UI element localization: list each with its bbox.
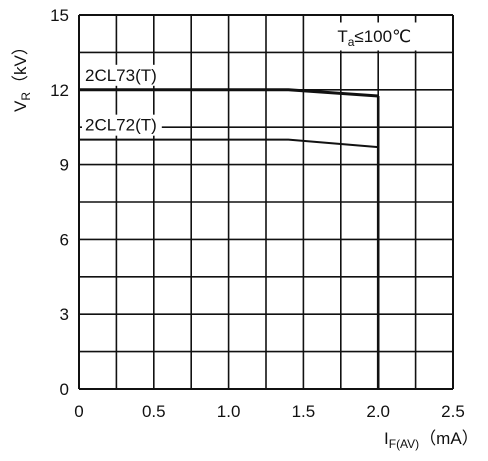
series-line-2	[79, 138, 379, 149]
y-tick-label: 0	[60, 380, 69, 399]
y-axis-label: VR（kV）	[11, 38, 33, 112]
series-labels: 2CL73(T) 2CL72(T)	[82, 64, 162, 136]
series-line-1	[79, 88, 379, 98]
series-layer	[79, 88, 379, 149]
series-label-bg	[82, 64, 162, 86]
y-tick-label: 3	[60, 305, 69, 324]
y-tick-label: 6	[60, 230, 69, 249]
x-axis-label: IF(AV)（mA）	[384, 429, 479, 451]
series-label-bg	[82, 114, 162, 136]
x-tick-label: 2.0	[366, 402, 390, 421]
series-label-1: 2CL73(T)	[85, 66, 157, 85]
annotation: Ta≤100℃	[331, 22, 451, 51]
series-label-2: 2CL72(T)	[85, 116, 157, 135]
x-tick-label: 0.5	[142, 402, 166, 421]
annotation-text: Ta≤100℃	[337, 27, 411, 49]
y-tick-label: 12	[50, 81, 69, 100]
tick-labels: 0 0.5 1.0 1.5 2.0 2.5 0 3 6 9 12 15	[50, 6, 465, 421]
axis-labels: IF(AV)（mA） VR（kV）	[11, 38, 479, 451]
x-tick-label: 1.0	[217, 402, 241, 421]
y-tick-label: 9	[60, 156, 69, 175]
annotation-bg	[331, 22, 451, 51]
x-tick-label: 2.5	[441, 402, 465, 421]
y-tick-label: 15	[50, 6, 69, 25]
x-tick-label: 1.5	[292, 402, 316, 421]
x-tick-label: 0	[74, 402, 83, 421]
